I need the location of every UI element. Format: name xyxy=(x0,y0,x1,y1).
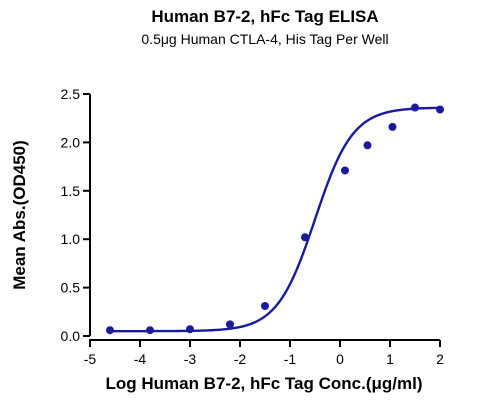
x-tick-label: 0 xyxy=(336,351,344,367)
y-tick-label: 0.0 xyxy=(61,328,81,344)
data-point xyxy=(436,105,444,114)
y-tick-label: 2.5 xyxy=(61,86,81,102)
chart-subtitle: 0.5μg Human CTLA-4, His Tag Per Well xyxy=(141,31,388,47)
data-points xyxy=(106,103,444,335)
fit-curve xyxy=(110,106,441,333)
data-point xyxy=(411,103,419,112)
x-tick-label: -2 xyxy=(234,351,247,367)
data-point xyxy=(226,320,234,329)
x-axis-label: Log Human B7-2, hFc Tag Conc.(μg/ml) xyxy=(105,374,422,393)
data-point xyxy=(146,326,154,335)
y-tick-label: 1.5 xyxy=(61,183,81,199)
y-axis-label: Mean Abs.(OD450) xyxy=(10,140,29,290)
y-tick-label: 0.5 xyxy=(61,280,81,296)
chart-title: Human B7-2, hFc Tag ELISA xyxy=(151,7,378,26)
data-point xyxy=(301,233,309,242)
x-tick-label: 2 xyxy=(436,351,444,367)
data-point xyxy=(261,301,269,310)
x-tick-label: -1 xyxy=(284,351,297,367)
x-tick-label: -4 xyxy=(134,351,147,367)
x-tick-label: -3 xyxy=(184,351,197,367)
plot-area: 0.0 0.5 1.0 1.5 2.0 2.5 -5 -4 -3 -2 -1 0 1 2 xyxy=(61,86,445,367)
y-ticks: 0.0 0.5 1.0 1.5 2.0 2.5 xyxy=(61,86,90,344)
x-tick-label: -5 xyxy=(84,351,97,367)
data-point xyxy=(106,326,114,335)
y-tick-label: 1.0 xyxy=(61,231,81,247)
data-point xyxy=(363,141,372,150)
y-tick-label: 2.0 xyxy=(61,134,81,150)
data-point xyxy=(186,325,194,334)
x-ticks: -5 -4 -3 -2 -1 0 1 2 xyxy=(84,340,444,367)
data-point xyxy=(388,122,397,131)
x-tick-label: 1 xyxy=(386,351,394,367)
data-point xyxy=(341,166,349,175)
